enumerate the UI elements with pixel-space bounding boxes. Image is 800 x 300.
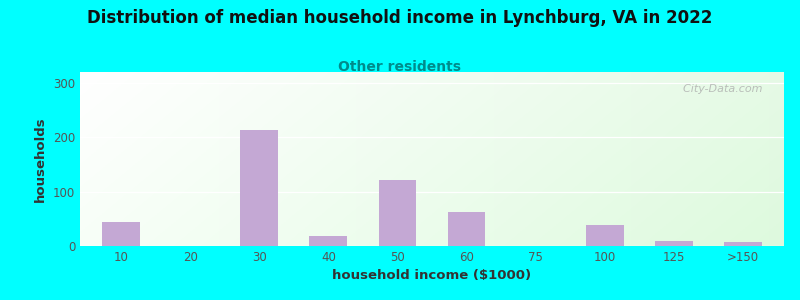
Text: Distribution of median household income in Lynchburg, VA in 2022: Distribution of median household income … bbox=[87, 9, 713, 27]
Bar bbox=[241, 130, 278, 246]
Bar bbox=[310, 236, 347, 246]
X-axis label: household income ($1000): household income ($1000) bbox=[333, 269, 531, 282]
Bar bbox=[654, 241, 693, 246]
Text: City-Data.com: City-Data.com bbox=[676, 84, 763, 94]
Bar bbox=[102, 221, 140, 246]
Bar bbox=[378, 180, 417, 246]
Bar bbox=[586, 225, 623, 246]
Text: Other residents: Other residents bbox=[338, 60, 462, 74]
Bar bbox=[447, 212, 486, 246]
Bar bbox=[724, 242, 762, 246]
Y-axis label: households: households bbox=[34, 116, 47, 202]
